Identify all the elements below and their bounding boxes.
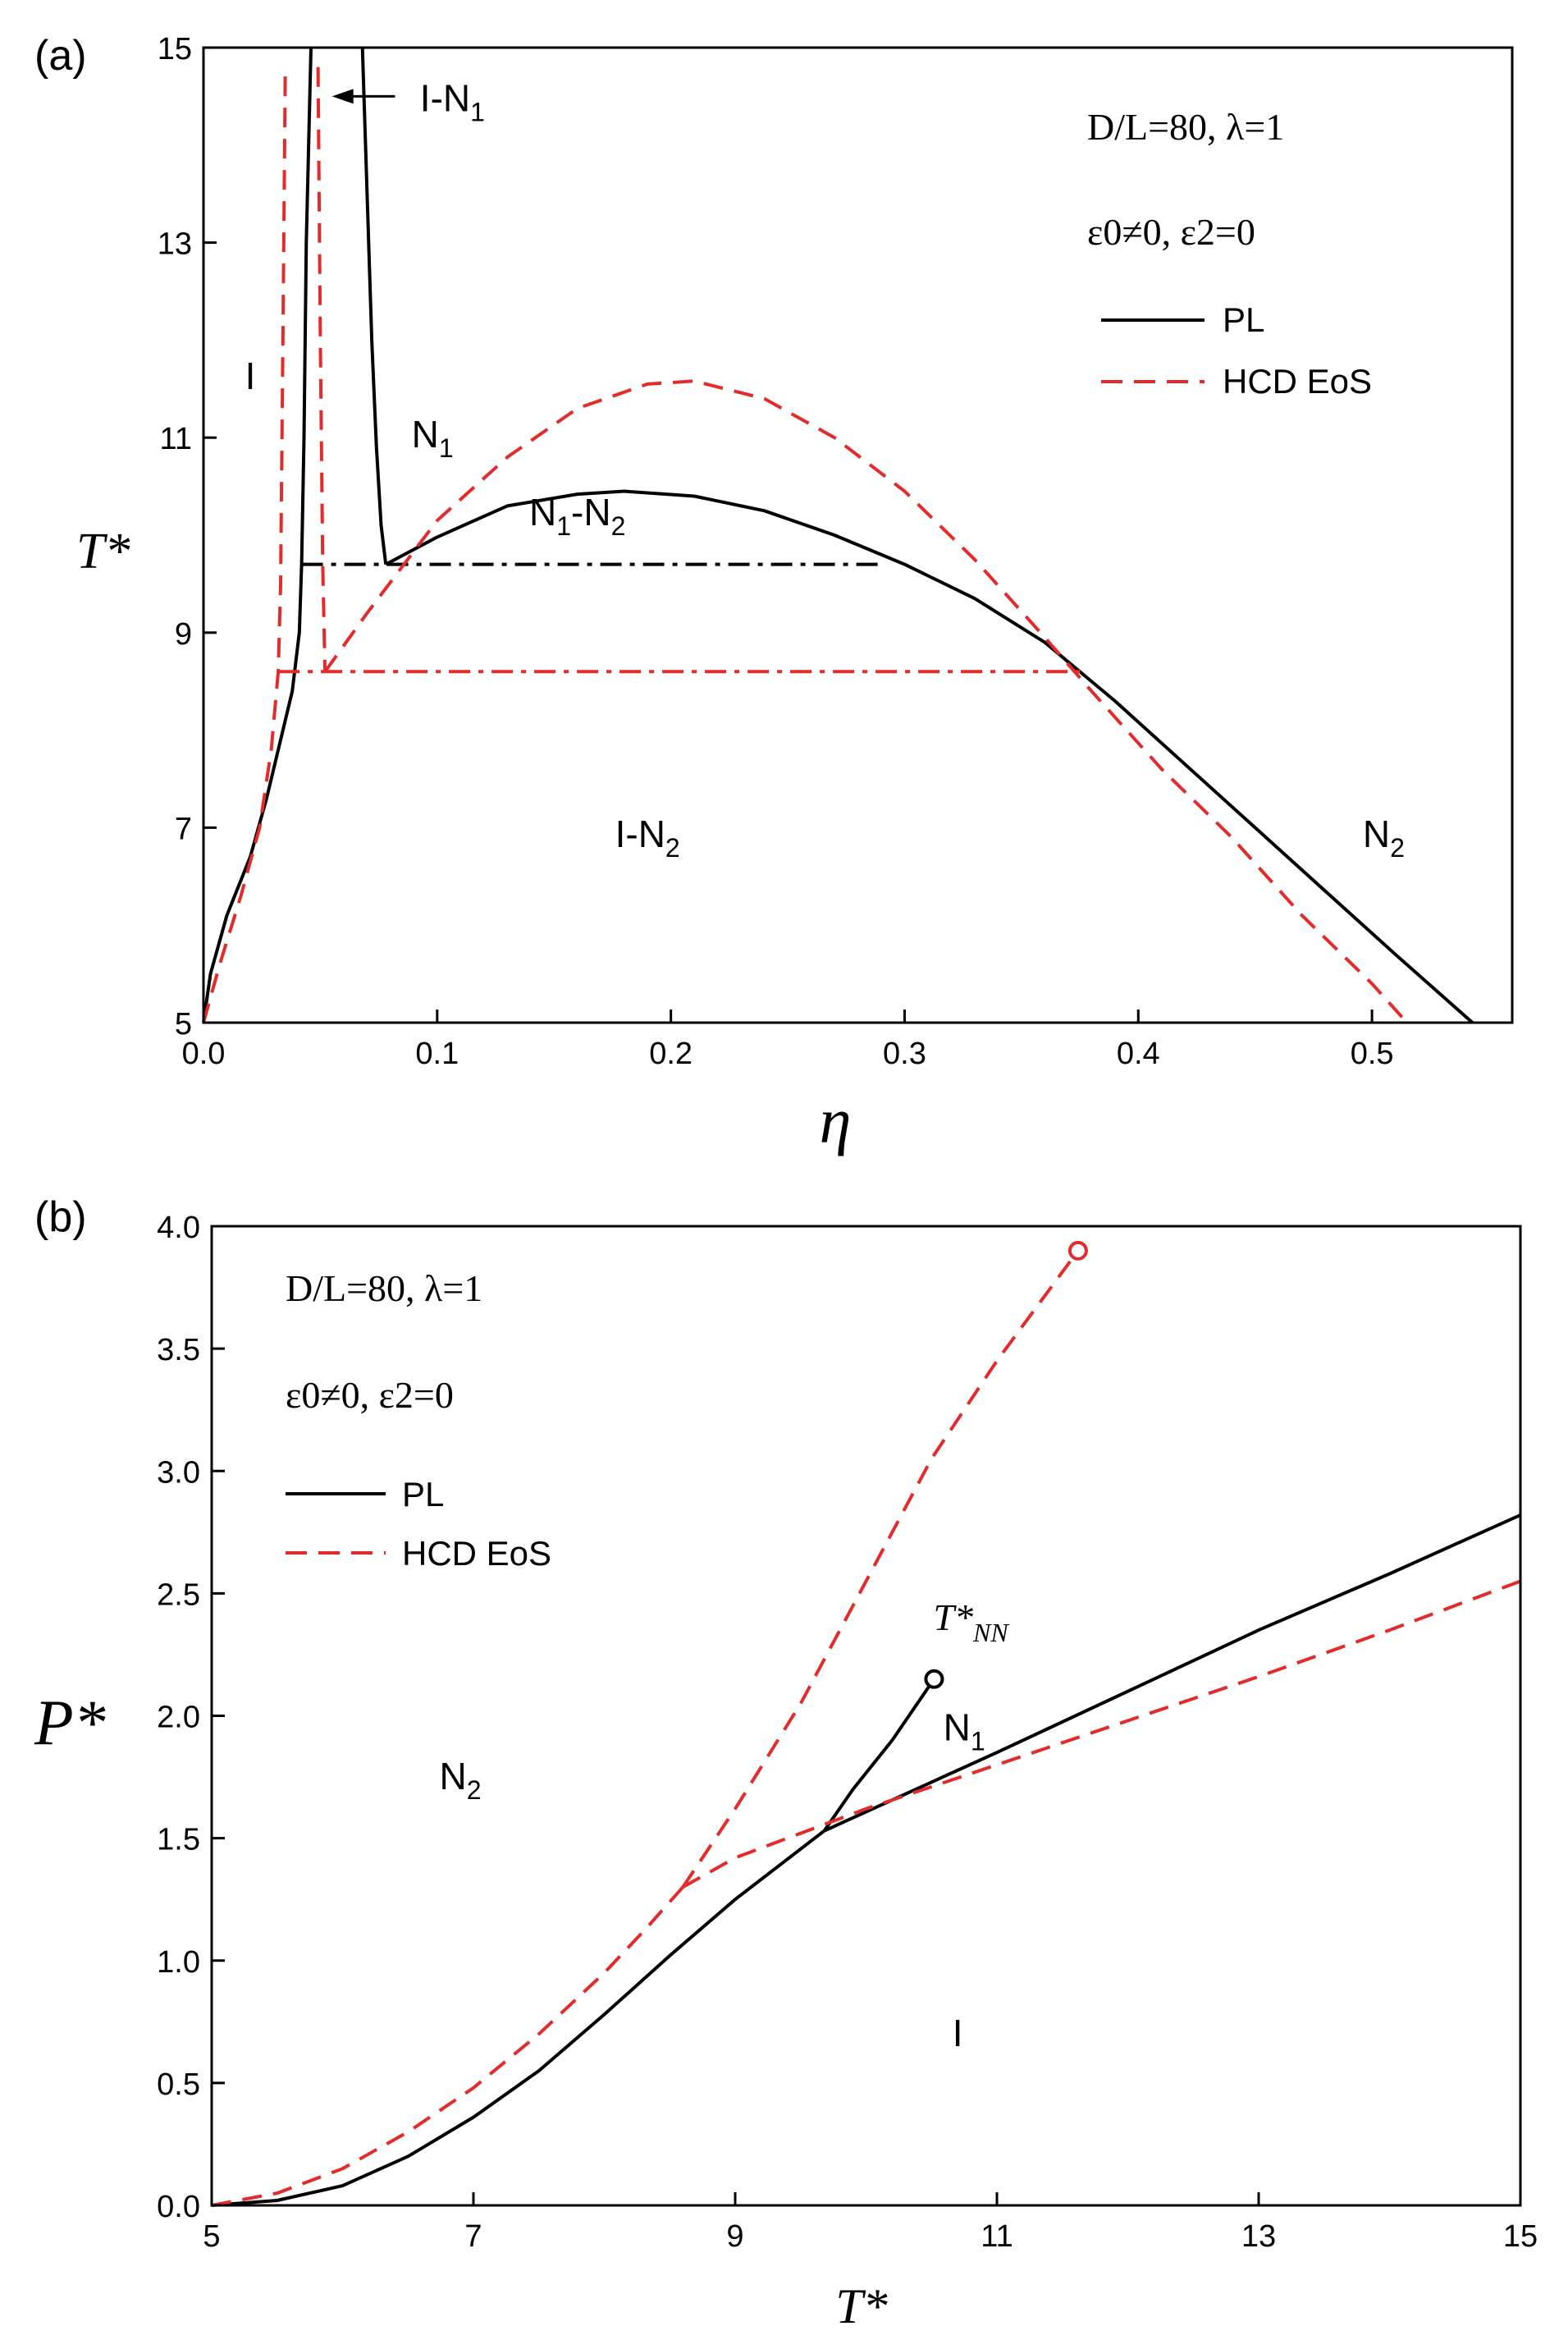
- region-label-3: I-N2: [615, 813, 680, 863]
- series-line-hcd-eos-3: [211, 1885, 684, 2207]
- y-tick-label-2: 9: [175, 617, 192, 652]
- y-tick-label-7: 3.5: [157, 1333, 200, 1367]
- series-line-pl-1: [822, 1678, 936, 1832]
- panel-b-x-axis-title: T*: [835, 2279, 887, 2333]
- region-label-0: N2: [440, 1755, 482, 1805]
- x-tick-label-3: 11: [981, 2219, 1013, 2254]
- region-label-2: N1-N2: [529, 491, 625, 541]
- panel-a-tag: (a): [34, 32, 87, 80]
- x-tick-label-5: 15: [1503, 2219, 1538, 2254]
- x-tick-label-4: 0.4: [1117, 1037, 1160, 1071]
- y-tick-label-5: 15: [158, 32, 192, 66]
- annotation-label: I-N1: [420, 76, 485, 126]
- panel-a-y-axis-title: T*: [76, 524, 130, 579]
- panel-b-legend: D/L=80, λ=1 ε0≠0, ε2=0 PL HCD EoS: [286, 1267, 551, 1573]
- panel-b-epsilon-text: ε0≠0, ε2=0: [286, 1374, 454, 1416]
- y-tick-label-5: 2.5: [157, 1577, 200, 1612]
- panel-b-y-axis-title: P*: [34, 1687, 106, 1758]
- region-label-1: N1: [944, 1706, 985, 1756]
- panel-a-frame: [202, 46, 1514, 1024]
- x-tick-label-3: 0.3: [883, 1037, 926, 1071]
- panel-a-x-axis-title: η: [820, 1085, 852, 1156]
- x-tick-label-0: 0.0: [182, 1037, 226, 1071]
- x-tick-label-2: 9: [726, 2219, 743, 2254]
- y-tick-label-1: 7: [175, 812, 192, 846]
- x-tick-label-2: 0.2: [649, 1037, 693, 1071]
- series-line-pl-0: [211, 1829, 825, 2207]
- panel-b-tag: (b): [34, 1193, 87, 1241]
- panel-b: (b) N2 N1 I T*NN 5 7 9 11 13 15 0.0 0.5 1.0 1.5 2.0 2.…: [34, 1193, 1538, 2333]
- panel-a-legend: D/L=80, λ=1 ε0≠0, ε2=0 PL HCD EoS: [1087, 106, 1372, 401]
- series-line-hcd-eos-6: [323, 379, 1409, 1024]
- x-tick-label-1: 7: [464, 2219, 482, 2254]
- series-line-hcd-eos-4: [681, 1249, 1080, 1889]
- y-tick-label-1: 0.5: [157, 2067, 200, 2102]
- y-tick-label-3: 11: [160, 422, 192, 456]
- y-tick-label-0: 5: [175, 1007, 192, 1042]
- region-label-2: I: [953, 2012, 963, 2054]
- y-tick-label-4: 13: [158, 227, 192, 262]
- x-tick-label-4: 13: [1241, 2219, 1276, 2254]
- panel-a-plot-area: I N1 N1-N2 I-N2 N2 I-N1: [202, 47, 1474, 1024]
- x-tick-label-5: 0.5: [1351, 1037, 1394, 1071]
- x-tick-label-0: 5: [203, 2219, 220, 2254]
- y-tick-label-8: 4.0: [157, 1211, 200, 1245]
- series-line-hcd-eos-5: [682, 1579, 1521, 1889]
- panel-b-params-text: D/L=80, λ=1: [286, 1267, 482, 1309]
- series-line-pl-2: [385, 489, 1474, 1024]
- series-line-pl-1: [360, 47, 388, 565]
- panel-a-axes: 0.0 0.1 0.2 0.3 0.4 0.5 5 7 9 11 13 15: [158, 32, 1394, 1071]
- annotation-arrow-head: [331, 89, 354, 104]
- series-line-pl-2: [823, 1513, 1521, 1833]
- series-line-hcd-eos-4: [202, 66, 287, 1023]
- y-tick-label-6: 3.0: [157, 1455, 200, 1490]
- region-label-4: N2: [1363, 813, 1405, 863]
- y-tick-label-4: 2.0: [157, 1701, 200, 1735]
- panel-b-frame: [210, 1225, 1522, 2207]
- legend-label-hcd: HCD EoS: [1223, 362, 1372, 401]
- critical-temperature-label: T*NN: [933, 1596, 1009, 1647]
- y-tick-label-0: 0.0: [157, 2190, 200, 2224]
- critical-point-marker-1: [1067, 1240, 1088, 1261]
- region-label-1: N1: [412, 413, 454, 463]
- legend-label-pl: PL: [402, 1475, 444, 1513]
- region-label-0: I: [245, 355, 256, 397]
- panel-b-axes: 5 7 9 11 13 15 0.0 0.5 1.0 1.5 2.0 2.5 3.0 3.5 4.0: [157, 1211, 1538, 2254]
- critical-point-marker-0: [924, 1669, 944, 1689]
- legend-label-hcd: HCD EoS: [402, 1534, 551, 1573]
- legend-label-pl: PL: [1223, 300, 1264, 339]
- y-tick-label-2: 1.0: [157, 1945, 200, 1980]
- panel-b-plot-area: N2 N1 I T*NN: [211, 1240, 1521, 2207]
- panel-a-epsilon-text: ε0≠0, ε2=0: [1087, 211, 1255, 253]
- series-line-pl-0: [202, 47, 313, 1023]
- panel-a-params-text: D/L=80, λ=1: [1087, 106, 1284, 148]
- x-tick-label-1: 0.1: [415, 1037, 459, 1071]
- y-tick-label-3: 1.5: [157, 1823, 200, 1857]
- series-line-hcd-eos-5: [316, 66, 327, 672]
